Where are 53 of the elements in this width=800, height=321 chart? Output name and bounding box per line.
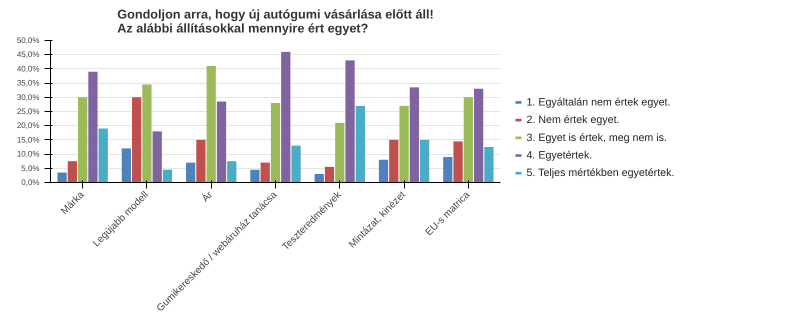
y-tick-label: 15,0% xyxy=(16,135,40,144)
bar xyxy=(186,162,196,182)
bar xyxy=(88,72,98,182)
bar xyxy=(324,166,334,182)
bar xyxy=(443,156,452,182)
y-tick-label: 40,0% xyxy=(16,64,40,74)
bar xyxy=(335,122,344,182)
bar xyxy=(474,88,484,182)
y-tick-label: 5,0% xyxy=(21,164,40,173)
bar xyxy=(270,102,280,182)
bar xyxy=(464,97,473,182)
bar xyxy=(68,161,77,182)
bar xyxy=(57,172,67,182)
bar xyxy=(399,106,409,182)
bar xyxy=(98,128,108,182)
bar xyxy=(142,84,152,182)
bar xyxy=(378,160,388,182)
legend-label: 4. Egyetértek. xyxy=(526,150,592,162)
bar xyxy=(314,174,324,182)
bar xyxy=(162,170,172,182)
bar xyxy=(453,141,463,182)
legend-label: 5. Teljes mértékben egyetértek. xyxy=(526,167,674,180)
x-tick-label: Ár xyxy=(200,188,216,204)
bar xyxy=(260,162,270,182)
bar xyxy=(281,52,290,182)
legend-label: 1. Egyáltalán nem értek egyet. xyxy=(526,96,670,108)
bar xyxy=(196,140,206,182)
bar xyxy=(206,66,216,182)
legend-label: 3. Egyet is értek, meg nem is. xyxy=(526,132,667,144)
bar xyxy=(132,97,142,182)
bar xyxy=(78,97,88,182)
y-tick-label: 30,0% xyxy=(16,92,40,102)
legend-label: 2. Nem értek egyet. xyxy=(526,114,620,126)
bar xyxy=(389,140,398,182)
y-tick-label: 10,0% xyxy=(16,150,40,159)
bar xyxy=(250,170,260,182)
bar xyxy=(291,146,301,182)
chart-title: Gondoljon arra, hogy új autógumi vásárlása előtt áll! Az alábbi állításokkal mennyire ért egyet? xyxy=(117,8,434,36)
bar xyxy=(484,147,494,182)
bar xyxy=(216,102,226,182)
bar xyxy=(410,87,419,182)
bar xyxy=(420,140,430,182)
y-tick-label: 25,0% xyxy=(16,107,40,116)
y-tick-label: 20,0% xyxy=(16,121,40,130)
y-tick-label: 0,0% xyxy=(21,178,40,187)
bar xyxy=(356,106,365,182)
y-tick-label: 50,0% xyxy=(16,36,40,45)
y-tick-label: 35,0% xyxy=(16,78,40,88)
bar xyxy=(345,60,355,182)
bar xyxy=(122,148,131,182)
y-tick-label: 45,0% xyxy=(16,50,40,60)
bar xyxy=(152,131,162,182)
bar xyxy=(227,161,236,182)
